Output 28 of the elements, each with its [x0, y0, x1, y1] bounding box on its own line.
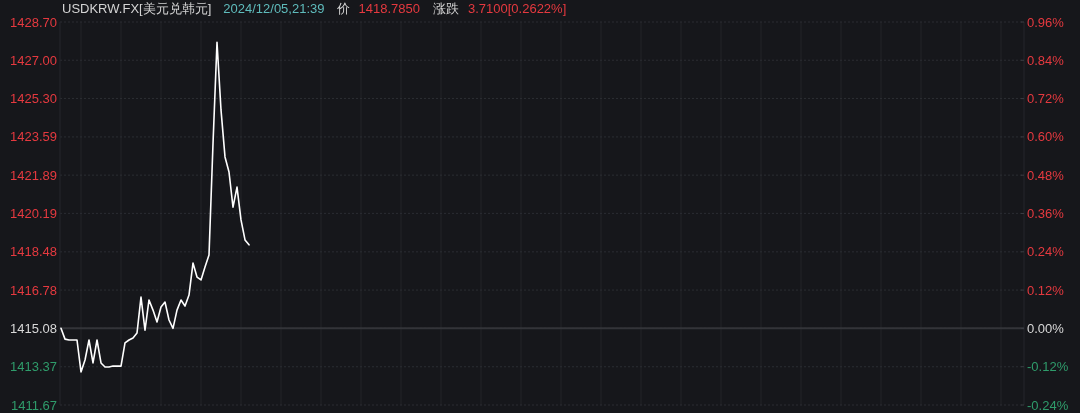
y-tick-label: 1415.08: [10, 320, 57, 336]
y-tick-label: 1413.37: [10, 359, 57, 375]
y-tick-label: 1411.67: [10, 397, 57, 413]
y2-tick-label: 0.24%: [1027, 244, 1065, 260]
y2-tick-label: 0.60%: [1027, 129, 1065, 145]
y-tick-label: 1428.70: [10, 14, 57, 30]
annotation: 涨跌: [432, 1, 459, 16]
title: USDKRW.FX[美元兑韩元]: [62, 1, 212, 16]
y2-tick-label: 0.48%: [1027, 167, 1065, 183]
y-tick-label: 1418.48: [10, 244, 57, 260]
y2-tick-label: 0.84%: [1027, 52, 1065, 68]
y2-tick-label: 0.12%: [1027, 282, 1065, 298]
y2-tick-label: 0.00%: [1027, 320, 1065, 336]
y-tick-label: 1420.19: [10, 205, 57, 221]
y-tick-label: 1425.30: [10, 90, 57, 106]
y2-tick-label: 0.96%: [1027, 14, 1065, 30]
y-tick-label: 1423.59: [10, 129, 57, 145]
y-tick-label: 1421.89: [10, 167, 57, 183]
y-tick-label: 1427.00: [10, 52, 57, 68]
annotation: 价: [336, 1, 350, 16]
annotation: 3.7100[0.2622%]: [467, 1, 567, 16]
y-tick-label: 1416.78: [10, 282, 57, 298]
y2-tick-label: -0.12%: [1027, 359, 1069, 375]
annotation: 1418.7850: [358, 1, 420, 16]
y2-tick-label: -0.24%: [1027, 397, 1069, 413]
y2-tick-label: 0.72%: [1027, 91, 1065, 107]
subtitle: 2024/12/05,21:39: [223, 1, 325, 16]
y2-tick-label: 0.36%: [1027, 206, 1065, 221]
